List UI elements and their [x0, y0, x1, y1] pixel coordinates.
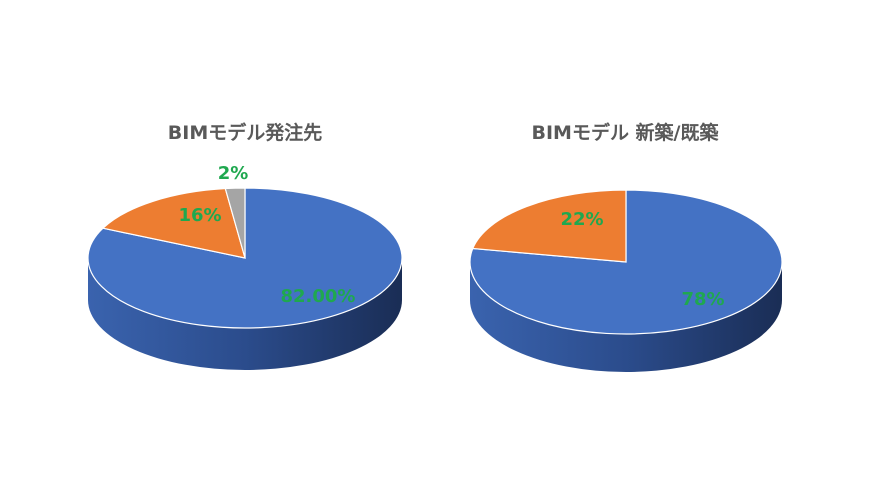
- chart-title: BIMモデル発注先: [168, 121, 322, 144]
- pie-slice-side: [470, 262, 782, 372]
- data-label: 16%: [178, 205, 221, 226]
- data-label: 78%: [681, 289, 724, 310]
- pie-slice: [471, 189, 627, 263]
- pie-slice: [469, 189, 783, 335]
- data-label: 2%: [218, 163, 249, 184]
- pie-slice-side: [88, 258, 402, 370]
- pie-slice: [101, 187, 246, 259]
- data-label: 22%: [560, 209, 603, 230]
- pie-slice: [224, 187, 246, 259]
- pie-chart-ordering-party: 82.00% 16% 2%: [87, 163, 403, 370]
- pie-chart-new-existing: 78% 22%: [469, 189, 783, 372]
- chart-title: BIMモデル 新築/既築: [531, 121, 719, 144]
- data-label: 82.00%: [281, 286, 356, 307]
